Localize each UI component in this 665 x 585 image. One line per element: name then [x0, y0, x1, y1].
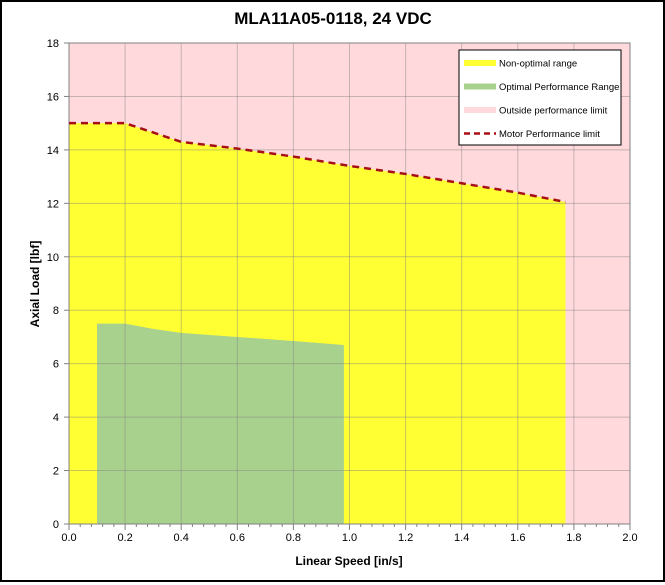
y-tick-label: 12: [47, 198, 59, 210]
x-axis-label: Linear Speed [in/s]: [295, 554, 402, 568]
y-tick-label: 16: [47, 91, 59, 103]
legend-label: Non-optimal range: [499, 59, 577, 70]
plot-area-border: [68, 42, 631, 525]
legend-label: Motor Performance limit: [499, 129, 600, 140]
legend-swatch: [464, 107, 496, 113]
chart-title: MLA11A05-0118, 24 VDC: [234, 9, 432, 28]
y-tick-label: 10: [47, 252, 59, 264]
motor-performance-limit-line: [69, 121, 566, 204]
y-tick-label: 18: [47, 38, 59, 50]
y-tick-label: 0: [53, 519, 59, 531]
x-tick-label: 0.2: [117, 532, 132, 544]
legend-swatch: [464, 83, 496, 90]
x-tick-label: 1.8: [566, 532, 581, 544]
legend-swatch: [464, 60, 496, 66]
y-tick-label: 2: [53, 466, 59, 478]
area-optimal-performance-range: [97, 323, 344, 524]
x-tick-label: 2.0: [622, 532, 637, 544]
x-tick-label: 1.6: [510, 532, 525, 544]
legend: Non-optimal range Optimal Performance Ran…: [458, 49, 622, 146]
legend-label: Optimal Performance Range: [499, 82, 619, 93]
y-tick-label: 4: [53, 412, 59, 424]
y-tick-label: 14: [47, 145, 59, 157]
x-tick-label: 1.2: [398, 532, 413, 544]
legend-label: Outside performance limit: [499, 106, 608, 117]
y-tick-label: 8: [53, 305, 59, 317]
x-tick-label: 1.4: [454, 532, 469, 544]
x-tick-label: 0.8: [286, 532, 301, 544]
x-tick-label: 0.6: [230, 532, 245, 544]
y-axis-label: Axial Load [lbf]: [28, 241, 42, 328]
x-tick-label: 0.4: [174, 532, 189, 544]
x-tick-label: 1.0: [342, 532, 357, 544]
x-tick-label: 0.0: [61, 532, 76, 544]
y-tick-label: 6: [53, 359, 59, 371]
